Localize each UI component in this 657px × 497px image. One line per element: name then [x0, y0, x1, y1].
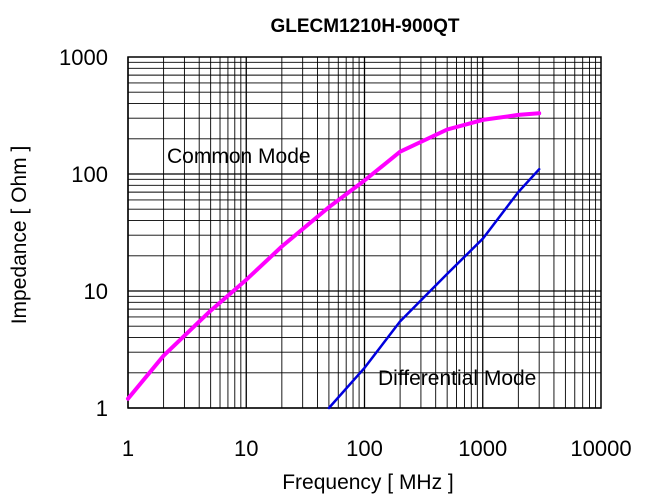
- x-tick-label: 10000: [570, 436, 631, 461]
- x-tick-label: 1: [122, 436, 134, 461]
- plot-frame: [127, 56, 602, 409]
- series-label-common-mode: Common Mode: [167, 145, 311, 168]
- series-layer: [126, 111, 542, 410]
- chart-title: GLECM1210H-900QT: [270, 16, 459, 37]
- y-axis-label: Impedance [ Ohm ]: [8, 146, 31, 325]
- y-tick-label: 1000: [59, 45, 108, 70]
- x-tick-label: 1000: [458, 436, 507, 461]
- y-tick-label: 1: [96, 396, 108, 421]
- y-tick-label: 10: [84, 279, 108, 304]
- series-line-common-mode: [126, 111, 542, 401]
- y-tick-label: 100: [71, 162, 108, 187]
- series-label-differential-mode: Differential Mode: [378, 367, 536, 390]
- y-tick-labels: 1 10 100 1000: [59, 45, 108, 421]
- x-tick-label: 100: [346, 436, 383, 461]
- x-axis-label: Frequency [ MHz ]: [282, 471, 454, 494]
- x-tick-label: 10: [234, 436, 258, 461]
- series-line-differential-mode: [327, 167, 541, 410]
- x-tick-labels: 1 10 100 1000 10000: [122, 436, 632, 461]
